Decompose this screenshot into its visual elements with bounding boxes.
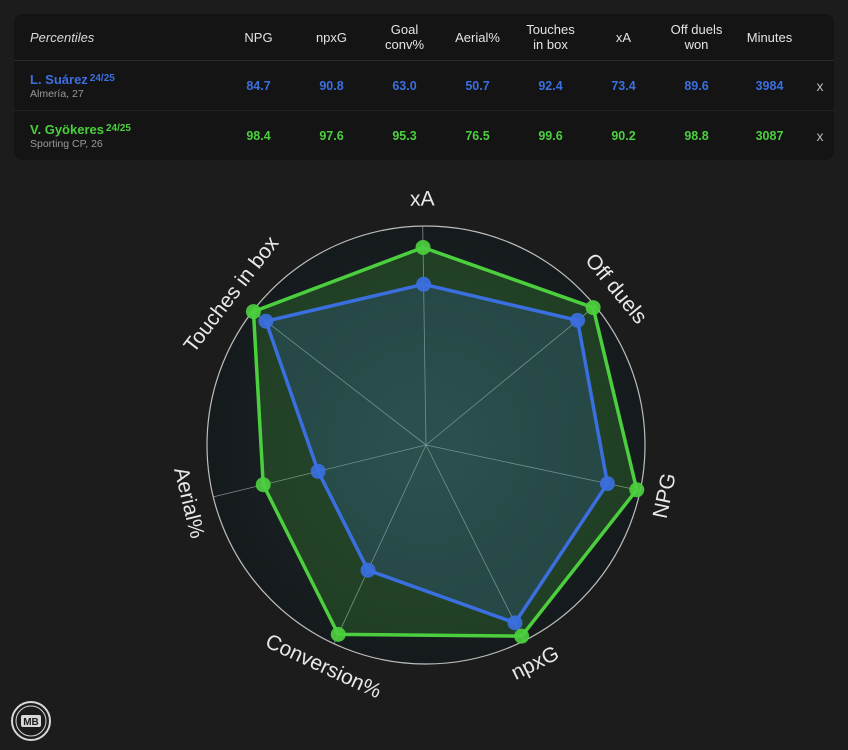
col-header-line1: Aerial% [455,29,500,45]
radar-point[interactable] [507,615,523,631]
value-minutes: 3087 [755,128,784,143]
value-npxg: 90.8 [295,60,368,111]
col-header-remove [806,14,834,61]
radar-series-polygon [264,282,610,625]
value-npg: 98.4 [246,128,271,143]
col-header-off-duels[interactable]: Off duels won [660,14,733,61]
value-xa: 73.4 [587,60,660,111]
value-off-duels: 89.6 [660,60,733,111]
table-header-row: Percentiles NPG npxG Goal conv% Aerial% T… [14,14,834,61]
value-touches-in-box: 99.6 [538,128,563,143]
radar-axis-label: npxG [508,642,563,685]
col-header-npxg[interactable]: npxG [295,14,368,61]
percentiles-header: Percentiles [14,14,222,61]
radar-point[interactable] [245,304,261,320]
col-header-line2: conv% [384,37,425,52]
radar-point[interactable] [330,626,346,642]
col-header-line1: Minutes [746,29,793,45]
col-header-touches-in-box[interactable]: Touches in box [514,14,587,61]
table-row: V. Gyökeres 24/25 Sporting CP, 26 98.4 97… [14,111,834,161]
radar-axis-label: NPG [649,471,681,520]
value-npg: 84.7 [222,60,295,111]
col-header-xa[interactable]: xA [587,14,660,61]
value-xa: 90.2 [611,128,636,143]
player-season: 24/25 [89,72,115,84]
radar-point[interactable] [514,628,530,644]
value-goal-conv: 95.3 [392,128,417,143]
mb-logo: MB [11,701,51,741]
radar-point[interactable] [255,477,271,493]
radar-spoke [422,226,427,446]
col-header-line1: Touches [526,22,575,37]
player-cell[interactable]: L. Suárez 24/25 Almería, 27 [14,60,222,111]
col-header-line2: won [684,37,709,52]
radar-spoke [425,444,525,642]
col-header-goal-conv[interactable]: Goal conv% [368,14,441,61]
radar-point[interactable] [310,463,326,479]
radar-point[interactable] [415,239,431,255]
comparison-table-card: Percentiles NPG npxG Goal conv% Aerial% T… [14,14,834,160]
player-name: L. Suárez [30,71,88,87]
player-cell[interactable]: V. Gyökeres 24/25 Sporting CP, 26 [14,111,222,161]
player-name: V. Gyökeres [30,121,104,137]
col-header-line2: in box [533,37,568,52]
radar-point[interactable] [629,482,645,498]
radar-axis-label: xA [410,187,435,210]
col-header-line1: Goal [390,22,419,37]
radar-spoke [425,305,596,446]
radar-series-polygon [251,245,639,638]
logo-text: MB [23,717,39,728]
remove-player-button[interactable]: x [816,127,824,144]
col-header-npg[interactable]: NPG [222,14,295,61]
value-touches-in-box: 92.4 [514,60,587,111]
radar-point[interactable] [416,276,432,292]
value-aerial: 76.5 [465,128,490,143]
col-header-line1: NPG [244,29,273,45]
radar-point[interactable] [360,562,376,578]
value-minutes: 3984 [733,60,806,111]
radar-point[interactable] [258,313,274,329]
col-header-line1: Off duels [670,22,723,37]
table-row: L. Suárez 24/25 Almería, 27 84.7 90.8 63.… [14,60,834,111]
value-aerial: 50.7 [441,60,514,111]
radar-point[interactable] [570,312,586,328]
col-header-minutes[interactable]: Minutes [733,14,806,61]
value-npxg: 97.6 [319,128,344,143]
value-off-duels: 98.8 [684,128,709,143]
percentile-table: Percentiles NPG npxG Goal conv% Aerial% T… [14,14,834,160]
col-header-aerial[interactable]: Aerial% [441,14,514,61]
radar-spoke [252,310,427,446]
col-header-line1: npxG [315,29,348,45]
radar-axis-label: Aerial% [169,465,209,541]
radar-point[interactable] [585,300,601,316]
value-goal-conv: 63.0 [368,60,441,111]
radar-point[interactable] [599,476,615,492]
radar-spoke [333,444,427,644]
player-club-age: Sporting CP, 26 [30,137,103,150]
remove-player-button[interactable]: x [806,60,834,111]
player-season: 24/25 [105,122,131,134]
col-header-line1: xA [615,29,632,45]
player-club-age: Almería, 27 [30,87,84,100]
